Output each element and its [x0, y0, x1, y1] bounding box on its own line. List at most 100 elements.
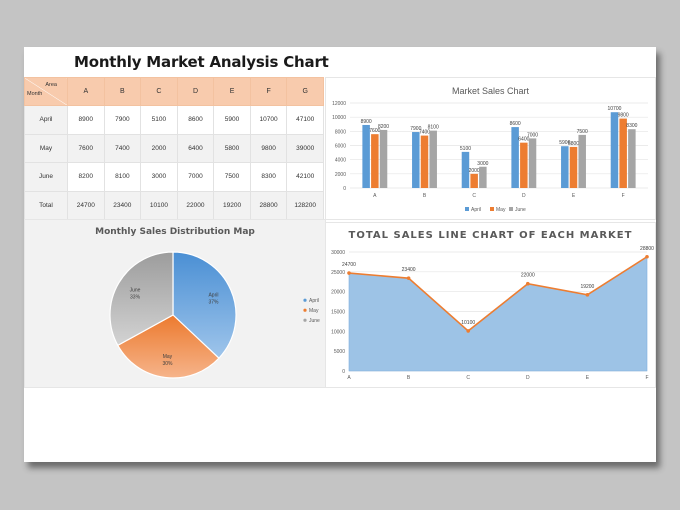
table-cell: 22000 [176, 190, 215, 220]
table-cell: 128200 [286, 190, 324, 220]
data-point-marker [585, 293, 590, 297]
pie-slice-label: April [208, 292, 218, 298]
legend-marker [303, 318, 307, 322]
table-row: April 8900 7900 5100 8600 5900 10700 471… [24, 105, 324, 135]
pie-slice-percent: 30% [162, 361, 173, 367]
bar-april [362, 124, 370, 188]
y-tick-label: 25000 [331, 270, 345, 276]
column-header: B [103, 77, 142, 106]
bar-value-label: 8200 [378, 124, 389, 130]
table-cell: 8200 [67, 162, 105, 192]
legend-swatch [490, 207, 494, 211]
document-page: Monthly Market Analysis Chart Area Month… [24, 47, 656, 462]
table-cell: 7000 [176, 162, 215, 192]
pie-slice-percent: 33% [130, 295, 141, 301]
bar-value-label: 8900 [361, 119, 372, 125]
area-fill [348, 256, 648, 372]
bar-value-label: 5100 [460, 146, 471, 152]
x-category-label: D [526, 375, 530, 381]
table-cell: 7600 [67, 133, 105, 163]
table-header-row: Area Month A B C D E F G [24, 77, 324, 106]
bar-june [528, 138, 537, 188]
x-category-label: C [466, 375, 470, 381]
area-chart: 0 5000 10000 15000 20000 25000 30000 24700 A 2340… [331, 246, 654, 381]
data-value-label: 28800 [640, 246, 654, 252]
y-tick-label: 8000 [335, 129, 346, 135]
legend-label: June [515, 207, 526, 213]
table-cell: 6400 [176, 133, 215, 163]
bar-may [420, 135, 429, 188]
table-cell: 23400 [103, 190, 142, 220]
row-header: April [24, 105, 68, 135]
bar-april [412, 132, 420, 188]
corner-area-label: Area [45, 82, 57, 88]
bar-april [561, 146, 569, 188]
table-cell: 7500 [213, 162, 251, 192]
y-tick-label: 10000 [332, 115, 346, 121]
legend-marker [303, 298, 307, 302]
x-category-label: E [586, 375, 590, 381]
legend-label: May [496, 207, 506, 213]
x-category-label: D [522, 193, 526, 199]
table-cell: 3000 [140, 162, 178, 192]
column-header: E [213, 77, 251, 106]
bar-value-label: 8300 [626, 123, 637, 129]
table-cell: 42100 [286, 162, 324, 192]
x-category-label: B [423, 193, 427, 199]
legend-label: April [471, 207, 481, 213]
x-category-label: B [407, 375, 411, 381]
pie-slice-label: June [130, 288, 141, 294]
bar-value-label: 8100 [428, 125, 439, 131]
y-tick-label: 0 [342, 369, 345, 375]
legend-swatch [465, 207, 469, 211]
y-tick-label: 30000 [331, 250, 345, 256]
bar-may [470, 173, 478, 188]
table-cell: 8900 [67, 105, 105, 135]
table-cell: 39000 [286, 133, 324, 163]
bar-june [578, 134, 586, 188]
data-value-label: 23400 [402, 267, 416, 273]
y-tick-label: 10000 [331, 329, 345, 335]
legend-label: June [309, 318, 320, 324]
x-category-label: C [472, 193, 476, 199]
bar-value-label: 9800 [618, 113, 629, 119]
table-cell: 5800 [213, 133, 251, 163]
pie-slice-may [116, 314, 220, 379]
bar-value-label: 10700 [608, 106, 622, 112]
x-category-label: E [572, 193, 576, 199]
table-cell: 5900 [213, 105, 251, 135]
table-corner-cell: Area Month [24, 77, 68, 106]
column-header: D [176, 77, 215, 106]
bar-value-label: 7900 [410, 126, 421, 132]
table-cell: 28800 [249, 190, 288, 220]
table-cell: 5100 [140, 105, 178, 135]
bar-value-label: 7400 [419, 130, 430, 136]
bar-chart-panel: Market Sales Chart 0 2000 4000 6000 8000 1000… [325, 77, 656, 220]
table-cell: 7400 [103, 133, 142, 163]
bar-value-label: 5900 [559, 140, 570, 146]
area-chart-panel: TOTAL SALES LINE CHART OF EACH MARKET 0 5… [325, 222, 656, 388]
bar-chart-title: Market Sales Chart [451, 86, 530, 96]
y-tick-label: 20000 [331, 290, 345, 296]
pie-chart-panel: Monthly Sales Distribution Map April 37% M… [24, 219, 326, 388]
y-tick-label: 5000 [334, 349, 345, 355]
column-header: C [140, 77, 178, 106]
legend-swatch [509, 207, 513, 211]
bar-april [511, 127, 519, 188]
pie-slice-june [109, 251, 174, 347]
x-category-label: F [645, 375, 648, 381]
sales-table: Area Month A B C D E F G April 8900 7900… [24, 77, 324, 220]
bar-june [628, 129, 636, 188]
pie-chart-title: Monthly Sales Distribution Map [95, 227, 255, 237]
table-row: May 7600 7400 2000 6400 5800 9800 39000 [24, 133, 324, 163]
legend-label: April [309, 298, 319, 304]
legend-marker [303, 308, 307, 312]
column-header: A [67, 77, 105, 106]
row-header: Total [24, 190, 68, 220]
data-point-marker [347, 271, 351, 275]
data-value-label: 10100 [461, 320, 475, 326]
pie-slice-label: May [163, 354, 173, 360]
bar-june [479, 166, 487, 188]
